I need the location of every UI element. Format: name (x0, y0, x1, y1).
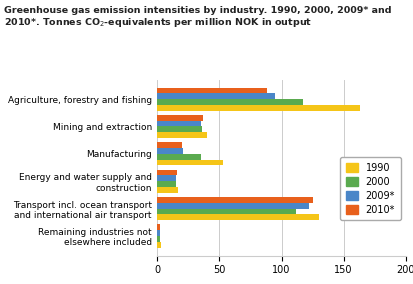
Bar (157, 93, 275, 99)
Bar (157, 176, 176, 181)
Bar (157, 126, 202, 132)
Bar (157, 170, 177, 176)
Bar (157, 121, 200, 126)
Legend: 1990, 2000, 2009*, 2010*: 1990, 2000, 2009*, 2010* (339, 157, 400, 220)
Bar (157, 209, 296, 214)
Bar (157, 181, 176, 187)
Bar (157, 115, 203, 121)
Bar (157, 87, 266, 93)
Bar (157, 197, 312, 203)
Bar (157, 214, 318, 220)
Bar (157, 224, 159, 230)
Bar (157, 187, 178, 193)
Bar (157, 242, 161, 248)
Bar (157, 230, 159, 236)
Bar (157, 160, 223, 166)
Bar (157, 105, 359, 111)
Bar (157, 142, 182, 148)
Bar (157, 236, 159, 242)
Bar (157, 99, 302, 105)
Bar (157, 203, 308, 209)
Text: Greenhouse gas emission intensities by industry. 1990, 2000, 2009* and
2010*. To: Greenhouse gas emission intensities by i… (4, 6, 391, 30)
Bar (157, 148, 183, 154)
Bar (157, 132, 206, 138)
Bar (157, 154, 200, 160)
